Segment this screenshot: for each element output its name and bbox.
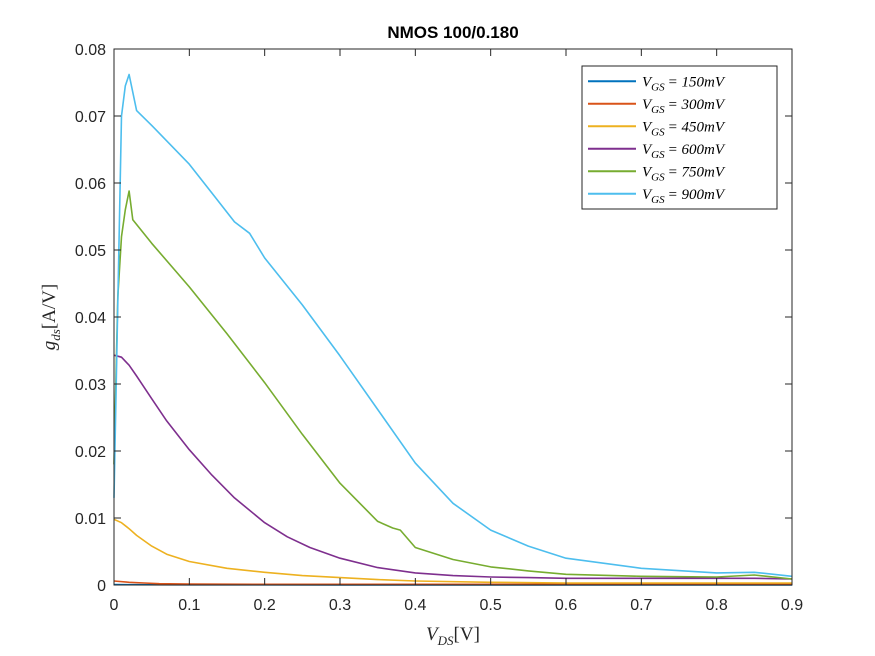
x-tick-label: 0.5	[480, 597, 502, 614]
legend-entry-sub: GS	[651, 81, 665, 93]
legend-entry-value: = 300mV	[668, 97, 726, 113]
legend-entry-base: V	[642, 187, 653, 203]
legend-entry-sub: GS	[651, 149, 665, 161]
legend-entry-base: V	[642, 74, 653, 90]
x-tick-label: 0	[110, 597, 119, 614]
x-axis-label-base: V	[426, 624, 440, 645]
y-tick-label: 0.08	[75, 42, 106, 59]
x-axis-label-unit: [V]	[454, 624, 480, 645]
legend-entry-3: VGS = 450mV	[642, 119, 726, 138]
x-tick-label: 0.7	[630, 597, 652, 614]
legend-entry-value: = 900mV	[668, 187, 726, 203]
legend-entry-base: V	[642, 119, 653, 135]
y-axis-label-base: g	[39, 341, 60, 351]
x-tick-label: 0.2	[254, 597, 276, 614]
x-tick-label: 0.9	[781, 597, 803, 614]
legend-entry-value: = 150mV	[668, 74, 726, 90]
legend-entry-sub: GS	[651, 126, 665, 138]
y-tick-label: 0.07	[75, 109, 106, 126]
legend-entry-base: V	[642, 97, 653, 113]
y-axis-label: gds[A/V]	[39, 284, 63, 350]
series-line-4	[113, 354, 793, 580]
legend-entry-value: = 450mV	[668, 119, 726, 135]
series-line-3	[113, 518, 792, 584]
x-axis-label-sub: DS	[437, 633, 454, 648]
legend-entry-sub: GS	[651, 194, 665, 206]
y-axis-label-sub: ds	[48, 329, 63, 341]
y-tick-label: 0.03	[75, 377, 106, 394]
tick-layer: 0 0.1 0.2 0.3 0.4 0.5 0.6 0.7 0.8 0.9 0 0.01 0.02 0.0…	[75, 42, 803, 614]
legend-entry-1: VGS = 150mV	[642, 74, 726, 93]
y-tick-label: 0.06	[75, 176, 106, 193]
x-tick-label: 0.3	[329, 597, 351, 614]
y-tick-label: 0.05	[75, 243, 106, 260]
chart-title: NMOS 100/0.180	[387, 23, 518, 42]
legend-entry-4: VGS = 600mV	[642, 142, 726, 161]
x-tick-label: 0.4	[404, 597, 426, 614]
y-tick-label: 0.01	[75, 511, 106, 528]
legend-entry-6: VGS = 900mV	[642, 187, 726, 206]
y-axis-label-unit: [A/V]	[39, 284, 60, 329]
legend-entry-sub: GS	[651, 104, 665, 116]
legend-entry-value: = 750mV	[668, 164, 726, 180]
series-line-6	[113, 73, 793, 578]
y-tick-label: 0.02	[75, 444, 106, 461]
x-tick-label: 0.8	[706, 597, 728, 614]
legend-entry-value: = 600mV	[668, 142, 726, 158]
series-line-5	[113, 190, 793, 580]
legend-entry-5: VGS = 750mV	[642, 164, 726, 183]
legend-entry-sub: GS	[651, 171, 665, 183]
legend-entry-2: VGS = 300mV	[642, 97, 726, 116]
y-tick-label: 0	[97, 578, 106, 595]
x-tick-label: 0.6	[555, 597, 577, 614]
legend-box	[581, 65, 778, 210]
x-axis-label: VDS[V]	[426, 624, 480, 648]
legend-entry-base: V	[642, 142, 653, 158]
legend-entry-base: V	[642, 164, 653, 180]
y-tick-label: 0.04	[75, 310, 106, 327]
x-tick-label: 0.1	[178, 597, 200, 614]
